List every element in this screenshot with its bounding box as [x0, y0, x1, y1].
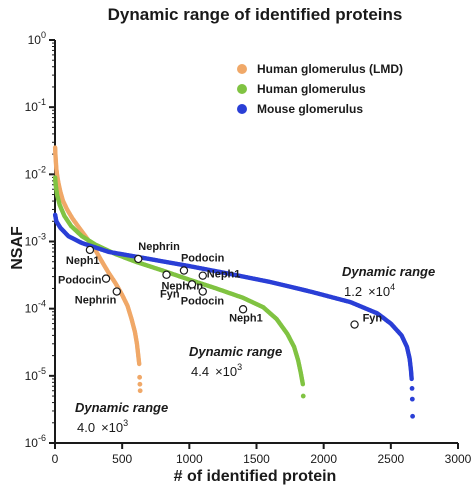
legend-marker-2	[237, 104, 247, 114]
legend-label-2: Mouse glomerulus	[257, 102, 363, 116]
protein-label: Podocin	[181, 296, 225, 308]
dynamic-range-title: Dynamic range	[189, 344, 282, 359]
outlier-point	[137, 381, 143, 387]
protein-label: Neph1	[207, 269, 241, 281]
dynamic-range-base: 10	[109, 420, 123, 435]
y-tick-base: 10	[25, 167, 39, 181]
protein-marker	[238, 305, 248, 314]
protein-marker	[85, 245, 95, 255]
x-tick-label: 0	[52, 452, 59, 466]
protein-label: Podocin	[181, 253, 225, 265]
dynamic-range-value: 4.0 ×103	[77, 418, 128, 435]
protein-label: Neph1	[66, 255, 100, 267]
protein-label: Nephrin	[75, 295, 117, 307]
y-tick-base: 10	[25, 100, 39, 114]
x-tick-label: 500	[112, 452, 132, 466]
protein-marker	[134, 254, 143, 264]
y-tick-exp: -5	[38, 366, 46, 376]
outlier-point	[409, 385, 415, 391]
y-tick-label: 10-4	[25, 299, 46, 316]
y-tick-exp: -1	[38, 97, 46, 107]
y-tick-base: 10	[25, 436, 39, 450]
dynamic-range-title: Dynamic range	[75, 400, 168, 415]
dynamic-range-mantissa: 4.0	[77, 420, 95, 435]
dynamic-range-times: ×	[215, 364, 223, 379]
dynamic-range-exp: 3	[237, 362, 242, 372]
dynamic-range-title: Dynamic range	[342, 264, 435, 279]
x-tick-label: 2000	[310, 452, 337, 466]
protein-marker	[187, 280, 197, 289]
dynamic-range-times: ×	[368, 284, 376, 299]
outlier-point	[300, 393, 306, 399]
outlier-point	[410, 413, 415, 419]
protein-label: Fyn	[160, 288, 180, 300]
protein-marker	[162, 270, 171, 279]
y-tick-exp: 0	[41, 30, 46, 40]
protein-label: Podocin	[58, 275, 102, 287]
y-tick-base: 10	[25, 369, 39, 383]
dynamic-range-exp: 4	[390, 282, 395, 292]
data-point	[137, 361, 142, 367]
y-tick-label: 10-6	[25, 433, 46, 450]
dynamic-range-times: ×	[101, 420, 109, 435]
legend-label-1: Human glomerulus	[257, 82, 366, 96]
dynamic-range-base: 10	[376, 284, 390, 299]
dynamic-range-exp: 3	[123, 418, 128, 428]
y-axis-label: NSAF	[9, 226, 26, 270]
y-tick-exp: -6	[38, 433, 46, 443]
y-tick-label: 10-3	[25, 232, 46, 249]
x-tick-label: 1000	[176, 452, 203, 466]
legend-marker-1	[237, 84, 247, 94]
y-tick-base: 10	[25, 302, 39, 316]
protein-marker	[112, 287, 121, 296]
x-tick-label: 3000	[445, 452, 472, 466]
data-point	[300, 382, 306, 387]
protein-marker	[198, 271, 207, 280]
y-tick-exp: -4	[38, 299, 46, 309]
y-tick-label: 10-5	[25, 366, 46, 383]
protein-marker	[179, 266, 189, 275]
protein-marker	[350, 320, 359, 329]
protein-marker	[101, 274, 111, 283]
outlier-point	[137, 374, 143, 380]
y-tick-label: 10-2	[25, 164, 46, 181]
protein-label: Nephrin	[138, 241, 180, 253]
plot-area: 0 500 1000 1500 2000 2500 300010010-110-210-31…	[25, 30, 472, 466]
y-tick-base: 10	[28, 33, 42, 47]
protein-label: Neph1	[229, 312, 263, 324]
chart-title: Dynamic range of identified proteins	[108, 5, 403, 24]
y-tick-exp: -2	[38, 164, 46, 174]
x-axis-label: # of identified protein	[174, 468, 337, 485]
x-tick-label: 1500	[243, 452, 270, 466]
dynamic-range-base: 10	[223, 364, 237, 379]
y-tick-exp: -3	[38, 232, 46, 242]
y-tick-label: 10-1	[25, 97, 46, 114]
y-tick-base: 10	[25, 235, 39, 249]
protein-marker	[198, 287, 207, 296]
y-tick-label: 100	[28, 30, 46, 47]
outlier-point	[137, 388, 143, 394]
dynamic-range-value: 4.4 ×103	[191, 362, 242, 379]
data-point	[409, 376, 414, 382]
legend-label-0: Human glomerulus (LMD)	[257, 62, 403, 76]
legend: Human glomerulus (LMD) Human glomerulus Mo…	[237, 62, 403, 116]
protein-label: Fyn	[363, 313, 383, 325]
outlier-point	[409, 396, 415, 402]
series-0	[52, 145, 143, 394]
x-tick-label: 2500	[377, 452, 404, 466]
dynamic-range-mantissa: 4.4	[191, 364, 209, 379]
legend-marker-0	[237, 64, 247, 74]
dynamic-range-mantissa: 1.2	[344, 284, 362, 299]
dynamic-range-value: 1.2 ×104	[344, 282, 395, 299]
